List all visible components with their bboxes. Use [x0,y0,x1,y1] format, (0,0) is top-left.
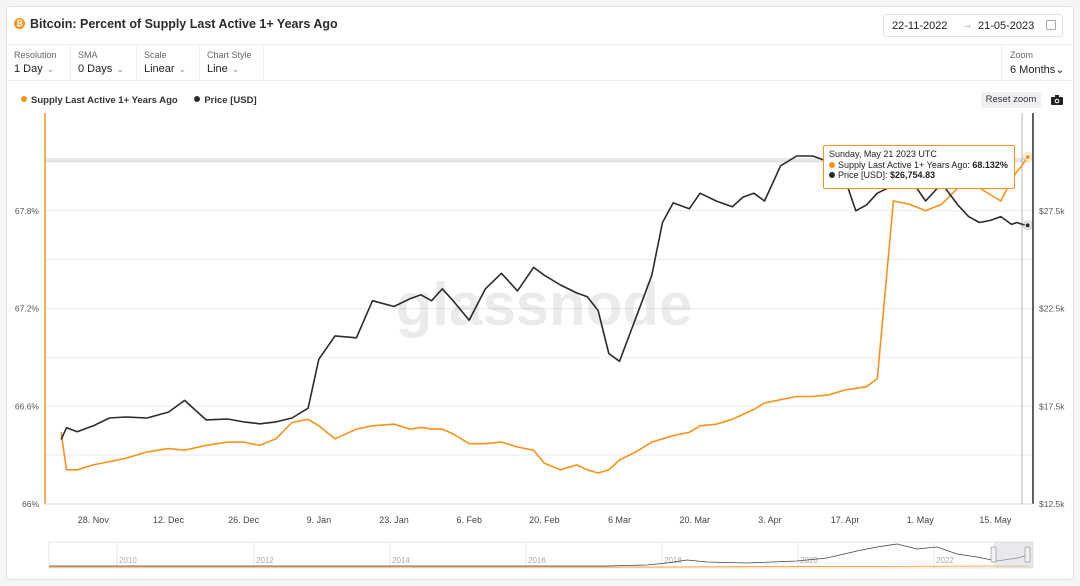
controls-bar: Resolution 1 Day ⌄ SMA 0 Days ⌄ Scale Line… [7,45,1073,81]
header-bar: ₿ Bitcoin: Percent of Supply Last Active… [7,7,1073,45]
chart-tooltip: Sunday, May 21 2023 UTC Supply Last Acti… [823,145,1015,189]
navigator-supply-line [49,565,1030,568]
legend-item-price[interactable]: Price [USD] [194,95,257,106]
legend-item-supply[interactable]: Supply Last Active 1+ Years Ago [21,95,178,106]
navigator-year-label: 2014 [392,556,410,565]
x-tick-label: 28. Nov [78,515,110,525]
legend-label-supply: Supply Last Active 1+ Years Ago [31,95,178,106]
navigator-year-label: 2018 [664,556,682,565]
hover-marker-supply [1024,153,1031,160]
date-range-picker[interactable]: 22-11-2022 → 21-05-2023 [883,14,1063,37]
sma-label: SMA [78,50,98,60]
watermark-text: glassnode [396,271,693,338]
resolution-label: Resolution [14,50,57,60]
right-tick-label: $22.5k [1039,304,1065,314]
chevron-down-icon: ⌄ [116,64,124,74]
sma-value: 0 Days [78,63,113,75]
tooltip-value-supply: 68.132% [972,159,1008,170]
right-tick-label: $17.5k [1039,401,1065,411]
x-tick-label: 1. May [907,515,935,525]
chevron-down-icon: ⌄ [1055,64,1065,76]
reset-zoom-button[interactable]: Reset zoom [981,92,1041,108]
tooltip-date: Sunday, May 21 2023 UTC [829,149,937,159]
x-tick-label: 15. May [979,515,1012,525]
x-tick-label: 3. Apr [758,515,782,525]
right-tick-label: $12.5k [1039,499,1065,509]
resolution-select[interactable]: Resolution 1 Day ⌄ [7,45,71,81]
sma-select[interactable]: SMA 0 Days ⌄ [71,45,137,81]
x-tick-label: 17. Apr [831,515,860,525]
x-tick-label: 20. Mar [679,515,710,525]
calendar-icon[interactable] [1046,20,1056,30]
tooltip-label-supply: Supply Last Active 1+ Years Ago: [838,159,970,170]
page-title: Bitcoin: Percent of Supply Last Active 1… [30,17,338,31]
chevron-down-icon: ⌄ [178,64,187,74]
left-tick-label: 67.2% [15,304,40,314]
scale-value: Linear [144,63,175,75]
chart-legend: Supply Last Active 1+ Years Ago Price [U… [21,95,271,106]
x-tick-label: 9. Jan [307,515,332,525]
date-to[interactable]: 21-05-2023 [978,20,1035,32]
navigator-year-label: 2022 [936,556,954,565]
arrow-right-icon: → [962,19,973,31]
navigator-year-label: 2020 [800,556,818,565]
navigator[interactable]: 2010 2012 2014 2016 2018 2020 2022 [48,541,1034,569]
tooltip-dot-supply [829,161,835,168]
tooltip-dot-price [829,172,835,178]
tooltip-value-price: $26,754.83 [890,170,936,180]
legend-dot [21,96,27,102]
x-tick-label: 23. Jan [379,515,409,525]
resolution-value: 1 Day [14,63,43,75]
zoom-label: Zoom [1010,50,1034,60]
navigator-year-label: 2016 [528,556,546,565]
navigator-handle-right [1024,546,1031,563]
camera-icon[interactable] [1051,93,1063,107]
legend-label-price: Price [USD] [204,95,257,106]
x-tick-label: 26. Dec [228,515,260,525]
x-tick-label: 20. Feb [529,515,560,525]
bitcoin-icon: ₿ [14,18,25,29]
navigator-frame [48,541,1034,569]
x-tick-label: 12. Dec [153,515,185,525]
scale-select[interactable]: Scale Linear ⌄ [137,45,200,81]
series-line-supply [60,156,1029,474]
hover-marker-price [1024,222,1031,229]
chart-card: ₿ Bitcoin: Percent of Supply Last Active… [6,6,1074,580]
zoom-select[interactable]: Zoom 6 Months⌄ [1001,45,1073,81]
chart-style-value: Line [207,63,228,75]
left-tick-label: 67.8% [15,206,40,216]
legend-dot [194,96,201,102]
x-tick-label: 6. Feb [456,515,482,525]
tooltip-label-price: Price [USD]: [838,170,888,180]
chart-svg[interactable]: glassnode 66% 66.6% 67.2% 67.8% $12.5k $17.5k $… [7,7,1074,580]
chevron-down-icon: ⌄ [231,64,240,74]
chevron-down-icon: ⌄ [46,64,55,74]
zoom-value: 6 Months [1010,64,1056,76]
left-tick-label: 66% [22,499,39,509]
navigator-price-line [49,543,1030,567]
left-tick-label: 66.6% [15,401,40,411]
navigator-year-label: 2010 [119,556,137,565]
right-tick-label: $27.5k [1039,206,1065,216]
x-tick-label: 6 Mar [608,515,631,525]
chart-style-select[interactable]: Chart Style Line ⌄ [200,45,264,81]
navigator-year-label: 2012 [256,556,274,565]
navigator-handle-left [990,546,997,563]
chart-style-label: Chart Style [207,50,252,60]
scale-label: Scale [144,50,167,60]
date-from[interactable]: 22-11-2022 [892,20,948,32]
